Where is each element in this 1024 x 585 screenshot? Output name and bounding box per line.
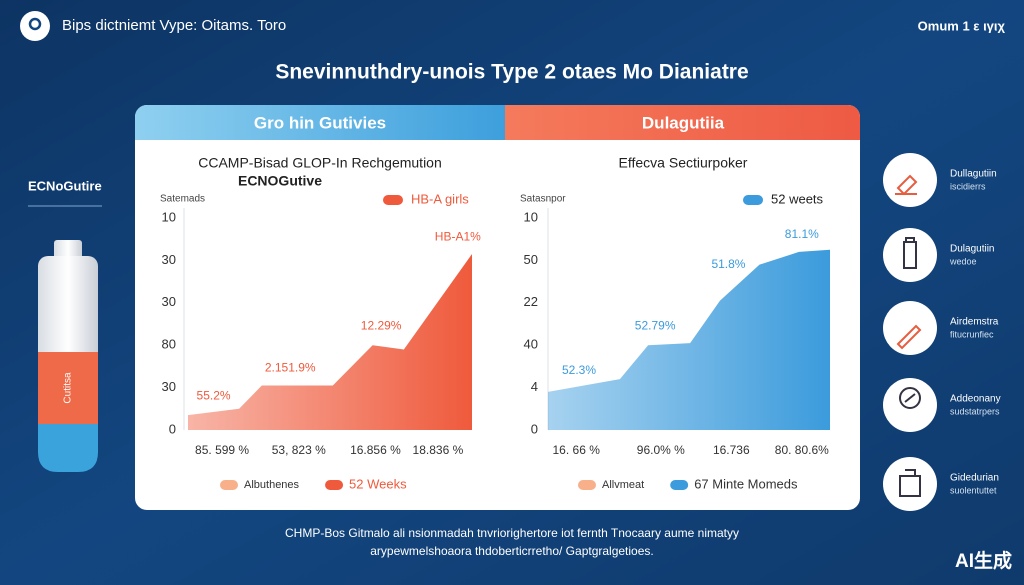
header-right: Omum 1 ε ιγιχ [918, 18, 1006, 33]
legend-label: 52 weets [771, 191, 824, 206]
feature-icon [903, 237, 917, 269]
feature-icon-bg [883, 228, 937, 282]
y-tick-label: 10 [524, 209, 538, 224]
sidebar-label: ECNoGutire [28, 178, 102, 193]
legend-swatch [578, 480, 596, 490]
area [188, 254, 472, 430]
x-tick-label: 16. 66 % [553, 443, 601, 457]
data-label: 2.151.9% [265, 361, 316, 375]
y-tick-label: 0 [531, 421, 538, 436]
legend-swatch [743, 195, 763, 205]
y-axis-label: Satasnpor [520, 194, 566, 205]
pen-device: Cutitsa [38, 240, 98, 472]
legend-swatch [670, 480, 689, 490]
legend-label: 52 Weeks [349, 476, 407, 491]
feature-icon [898, 387, 922, 409]
y-tick-label: 22 [524, 294, 538, 309]
feature-title: Airdemstra [950, 317, 999, 328]
feature-text: suolentuttet [950, 485, 997, 495]
feature-title: Addeonany [950, 394, 1001, 405]
header-left: Bips dictniemt Vype: Oitams. Toro [62, 17, 286, 34]
logo [20, 11, 50, 41]
area [548, 249, 830, 430]
feature-text: wedoe [949, 256, 977, 266]
tab-left-label: Gro hin Gutivies [254, 113, 386, 132]
data-label: 55.2% [197, 388, 231, 402]
pen-text: Cutitsa [63, 372, 74, 404]
card-body-top [135, 140, 860, 158]
data-label: 81.1% [785, 227, 819, 241]
y-tick-label: 30 [162, 379, 176, 394]
chart-title: CCAMP-Bisad GLOP-In Rechgemution [198, 155, 442, 171]
y-tick-label: 40 [524, 337, 538, 352]
y-axis-label: Satemads [160, 194, 205, 205]
feature-text: fitucrunfiec [950, 329, 994, 339]
tab-right [505, 105, 860, 140]
pen-base [38, 424, 98, 472]
feature-title: Gidedurian [950, 473, 999, 484]
main-title: Snevinnuthdry-unois Type 2 otaes Mo Dian… [275, 61, 748, 84]
x-tick-label: 85. 599 % [195, 443, 249, 457]
tab-left [135, 105, 505, 140]
feature-icon [899, 469, 921, 497]
legend-label: Albuthenes [244, 479, 300, 491]
feature-text: iscidierrs [950, 181, 986, 191]
legend-label: HB-A girls [411, 191, 469, 206]
x-tick-label: 18.836 % [413, 443, 464, 457]
feature-text: sudstatrpers [950, 406, 1000, 416]
y-tick-label: 80 [162, 337, 176, 352]
tab-right-label: Dulagutiia [642, 113, 725, 132]
legend-swatch [220, 480, 238, 490]
feature-title: Dullagutiin [950, 169, 997, 180]
footer-line: arypewmelshoaora thdoberticrretho/ Gaptg… [370, 544, 654, 558]
y-tick-label: 30 [162, 294, 176, 309]
logo-mark [28, 17, 42, 31]
x-tick-label: 53, 823 % [272, 443, 326, 457]
x-tick-label: 16.736 [713, 443, 750, 457]
feature-icon-bg [883, 378, 937, 432]
legend-swatch [325, 480, 344, 490]
chart-title: Effecva Sectiurpoker [619, 155, 748, 171]
feature-icon [896, 324, 922, 350]
y-tick-label: 4 [531, 379, 538, 394]
y-tick-label: 10 [162, 209, 176, 224]
legend-label: 67 Minte Momeds [694, 476, 798, 491]
feature-icon [895, 174, 918, 196]
x-tick-label: 96.0% % [637, 443, 685, 457]
y-tick-label: 50 [524, 252, 538, 267]
data-label: 52.79% [635, 318, 676, 332]
feature-icon-bg [883, 457, 937, 511]
legend-swatch [383, 195, 403, 205]
chart-subtitle: ECNOGutive [238, 173, 322, 189]
data-label: HB-A1% [435, 229, 481, 243]
y-tick-label: 0 [169, 421, 176, 436]
x-tick-label: 16.856 % [350, 443, 401, 457]
feature-title: Dulagutiin [950, 244, 994, 255]
y-tick-label: 30 [162, 252, 176, 267]
data-label: 12.29% [361, 318, 402, 332]
data-label: 52.3% [562, 363, 596, 377]
x-tick-label: 80. 80.6% [775, 443, 829, 457]
feature-icon-bg [883, 153, 937, 207]
legend-label: Allvmeat [602, 479, 644, 491]
data-label: 51.8% [711, 257, 745, 271]
badge: AI生成 [955, 549, 1012, 572]
pen-label [38, 352, 98, 424]
feature-icon-bg [883, 301, 937, 355]
footer-line: CHMP-Bos Gitmalo ali nsionmadah tnvriori… [285, 526, 739, 540]
